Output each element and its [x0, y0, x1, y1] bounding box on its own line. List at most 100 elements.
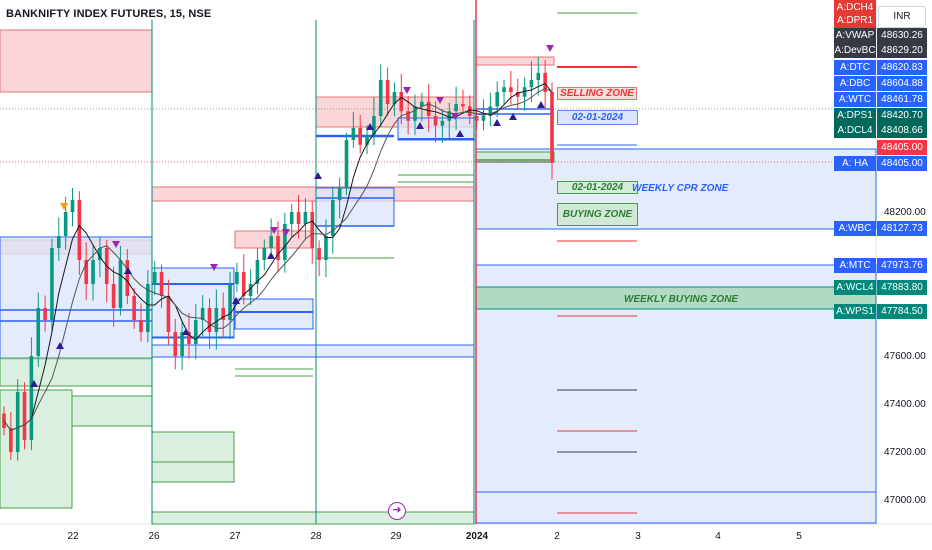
candle-body	[221, 308, 225, 320]
candle-body	[468, 106, 472, 116]
buy-signal-icon	[456, 130, 464, 137]
x-tick-label: 27	[229, 531, 241, 542]
y-tick-label: 47600.00	[884, 351, 926, 362]
sell-signal-icon	[60, 203, 68, 210]
price-label: A:DPS1 48420.70	[834, 108, 929, 123]
candle-body	[173, 332, 178, 356]
price-label-name: A:WPS1	[834, 304, 876, 319]
price-label: A:DPR1	[834, 13, 876, 28]
buy-signal-icon	[537, 101, 545, 108]
buy-signal-icon	[493, 119, 501, 126]
y-tick-label: 48200.00	[884, 207, 926, 218]
price-label: A:WBC 48127.73	[834, 221, 929, 236]
zone-rect	[151, 344, 475, 358]
candle-body	[132, 296, 136, 320]
zone-rect	[151, 267, 235, 339]
vwap-band-line	[3, 87, 553, 432]
price-label-name: A:WBC	[834, 221, 876, 236]
candle-body	[36, 308, 41, 356]
candle-body	[413, 106, 417, 121]
arrow-right-circle-icon[interactable]: ➜	[388, 502, 406, 520]
currency-selector[interactable]: INR	[878, 6, 926, 28]
candle-body	[358, 128, 362, 145]
candle-body	[515, 92, 520, 97]
candle-body	[194, 320, 198, 344]
candle-body	[522, 87, 527, 97]
candle-body	[180, 332, 184, 356]
x-tick-label: 3	[635, 531, 641, 542]
candle-body	[331, 200, 335, 236]
buy-signal-icon	[232, 297, 240, 304]
candle-body	[276, 236, 280, 260]
candle-body	[399, 92, 404, 112]
price-label-value: 48629.20	[877, 43, 927, 58]
candle-body	[344, 140, 349, 188]
price-label: A:DCH4	[834, 0, 876, 15]
price-label-name: A:VWAP	[834, 28, 876, 43]
candle-body	[296, 212, 301, 224]
price-label: A:DBC 48604.88	[834, 76, 929, 91]
candle-body	[529, 80, 534, 88]
candle-body	[365, 135, 369, 145]
price-label: A:WTC 48461.78	[834, 92, 929, 107]
buy-signal-icon	[416, 122, 424, 129]
price-label-name: A:WTC	[834, 92, 876, 107]
zone-rect	[475, 148, 877, 230]
candle-body	[324, 236, 328, 260]
y-tick-label: 47000.00	[884, 495, 926, 506]
price-label: A: HA 48405.00	[834, 156, 929, 171]
candle-body	[461, 104, 465, 107]
x-tick-label: 5	[796, 531, 802, 542]
candle-body	[159, 272, 164, 296]
candle-body	[43, 308, 47, 320]
candle-body	[77, 200, 82, 260]
candle-body	[495, 92, 499, 107]
candle-body	[70, 200, 75, 212]
current-price-label: 48405.00	[877, 140, 927, 155]
candle-body	[9, 428, 13, 452]
candle-body	[91, 260, 95, 284]
candle-body	[474, 116, 479, 121]
candle-body	[207, 308, 212, 332]
candle-body	[228, 284, 232, 320]
candle-body	[50, 248, 54, 320]
candle-body	[440, 120, 445, 126]
price-label-name: A:MTC	[834, 258, 876, 273]
price-label-name: A:WCL4	[834, 280, 876, 295]
weekly-buying-zone-label: WEEKLY BUYING ZONE	[624, 294, 739, 305]
y-tick-label: 47200.00	[884, 447, 926, 458]
candle-body	[146, 284, 150, 332]
y-tick-label: 47400.00	[884, 399, 926, 410]
x-tick-label: 2024	[465, 531, 489, 542]
sell-signal-icon	[451, 113, 459, 120]
candle-body	[337, 188, 342, 200]
sell-signal-icon	[112, 241, 120, 248]
price-label-value: 48408.66	[877, 123, 927, 138]
candle-body	[372, 116, 376, 136]
price-label: 48405.00	[877, 140, 929, 155]
selling-zone-label: SELLING ZONE	[557, 87, 637, 100]
price-label-name: A:DevBC	[834, 43, 876, 58]
candle-body	[262, 248, 267, 260]
price-label-value: 48630.26	[877, 28, 927, 43]
candle-body	[310, 212, 315, 248]
price-label: A:DTC 48620.83	[834, 60, 929, 75]
price-label-value: 48461.78	[877, 92, 927, 107]
candle-body	[29, 356, 34, 440]
price-label-value: 47973.76	[877, 258, 927, 273]
sell-signal-icon	[546, 45, 554, 52]
candle-body	[447, 111, 452, 121]
candle-body	[15, 392, 20, 452]
price-label-value: 47883.80	[877, 280, 927, 295]
sell-signal-icon	[436, 97, 444, 104]
price-label-value: 47784.50	[877, 304, 927, 319]
zone-rect	[315, 187, 395, 227]
candle-body	[283, 224, 287, 260]
candle-body	[426, 101, 431, 116]
x-tick-label: 26	[148, 531, 160, 542]
candle-body	[488, 106, 493, 116]
price-label-value: 48420.70	[877, 108, 927, 123]
candle-body	[111, 284, 116, 308]
zone-rect	[0, 29, 153, 93]
